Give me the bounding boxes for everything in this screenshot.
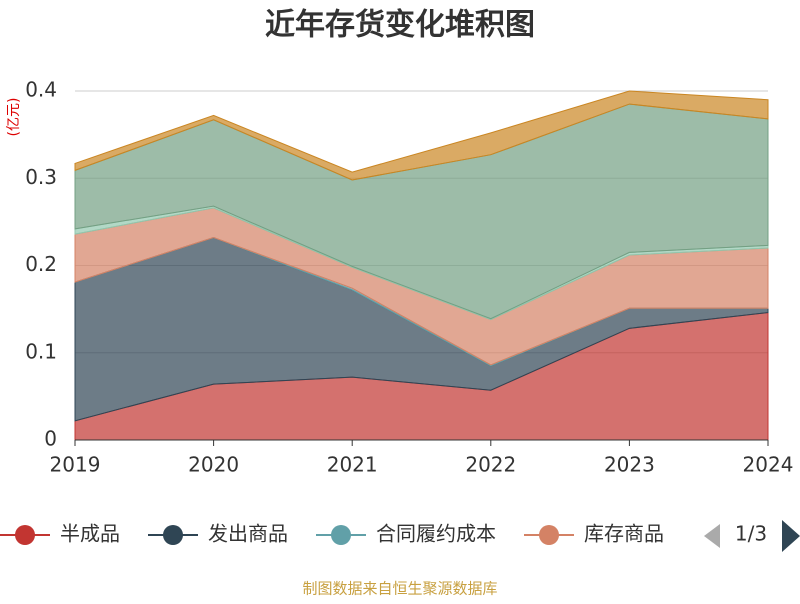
- x-tick-label: 2019: [50, 453, 101, 477]
- legend-label: 库存商品: [584, 522, 664, 546]
- legend: 半成品 发出商品 合同履约成本 库存商品: [0, 522, 664, 546]
- x-tick-label: 2024: [743, 453, 794, 477]
- chart-title: 近年存货变化堆积图: [265, 8, 535, 43]
- x-tick-label: 2021: [327, 453, 378, 477]
- plot-area: 0 0.1 0.2 0.3 0.4 2019 2020 2021 2022 2023 2024: [25, 78, 793, 477]
- y-tick-label: 0.4: [25, 78, 57, 102]
- legend-marker: [15, 525, 35, 545]
- legend-label: 半成品: [60, 522, 120, 546]
- source-note: 制图数据来自恒生聚源数据库: [302, 580, 497, 598]
- legend-page: 1/3: [735, 522, 767, 546]
- y-tick-label: 0.2: [25, 252, 57, 276]
- legend-label: 合同履约成本: [376, 522, 496, 546]
- x-tick-label: 2022: [465, 453, 516, 477]
- legend-next[interactable]: [782, 520, 800, 552]
- x-tick-label: 2020: [188, 453, 239, 477]
- area: [74, 90, 769, 181]
- legend-marker: [539, 525, 559, 545]
- y-tick-label: 0: [44, 427, 57, 451]
- legend-prev[interactable]: [704, 524, 720, 548]
- y-axis-label: (亿元): [6, 98, 22, 137]
- x-tick-label: 2023: [604, 453, 655, 477]
- y-tick-label: 0.3: [25, 165, 57, 189]
- legend-label: 发出商品: [208, 522, 288, 546]
- legend-marker: [331, 525, 351, 545]
- y-tick-label: 0.1: [25, 339, 57, 363]
- legend-marker: [163, 525, 183, 545]
